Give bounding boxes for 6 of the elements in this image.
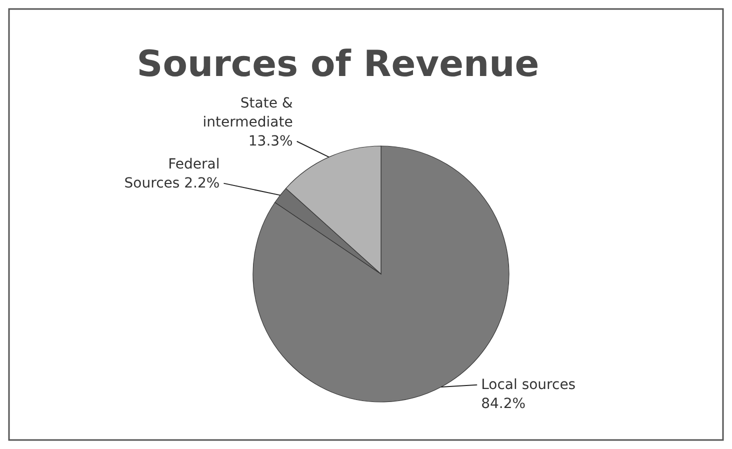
slice-label: State & intermediate [202, 95, 293, 130]
chart-title: Sources of Revenue [136, 44, 540, 85]
data-label: 84.2% [481, 396, 526, 412]
slice-label: Local sources [481, 376, 576, 393]
slice-label: Federal Sources 2.2% [124, 156, 220, 192]
data-label: 13.3% [248, 133, 293, 150]
